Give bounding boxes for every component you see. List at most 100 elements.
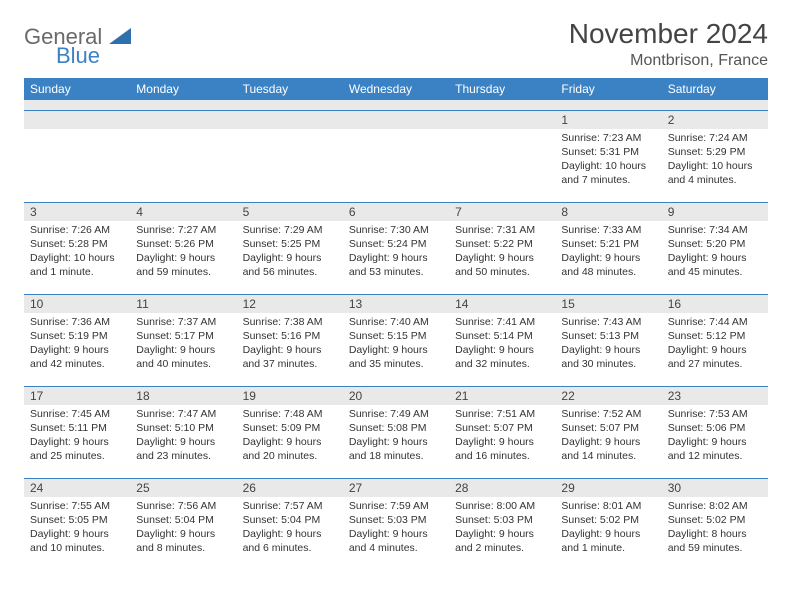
day-number: 28 [449, 479, 555, 497]
day-number: 10 [24, 295, 130, 313]
day-number: 18 [130, 387, 236, 405]
day-header: Sunday [24, 78, 130, 100]
calendar-cell: 15Sunrise: 7:43 AMSunset: 5:13 PMDayligh… [555, 294, 661, 386]
day-details: Sunrise: 7:47 AMSunset: 5:10 PMDaylight:… [130, 405, 236, 468]
day-details: Sunrise: 7:31 AMSunset: 5:22 PMDaylight:… [449, 221, 555, 284]
day-details: Sunrise: 7:55 AMSunset: 5:05 PMDaylight:… [24, 497, 130, 560]
calendar-cell [237, 110, 343, 202]
day-details: Sunrise: 7:59 AMSunset: 5:03 PMDaylight:… [343, 497, 449, 560]
day-header: Tuesday [237, 78, 343, 100]
calendar-cell: 21Sunrise: 7:51 AMSunset: 5:07 PMDayligh… [449, 386, 555, 478]
day-number: 6 [343, 203, 449, 221]
day-details: Sunrise: 7:53 AMSunset: 5:06 PMDaylight:… [662, 405, 768, 468]
day-details: Sunrise: 7:23 AMSunset: 5:31 PMDaylight:… [555, 129, 661, 192]
day-details: Sunrise: 7:30 AMSunset: 5:24 PMDaylight:… [343, 221, 449, 284]
day-number: 19 [237, 387, 343, 405]
day-number: 13 [343, 295, 449, 313]
day-details: Sunrise: 7:51 AMSunset: 5:07 PMDaylight:… [449, 405, 555, 468]
calendar-cell: 30Sunrise: 8:02 AMSunset: 5:02 PMDayligh… [662, 478, 768, 570]
day-details: Sunrise: 7:37 AMSunset: 5:17 PMDaylight:… [130, 313, 236, 376]
day-number: 24 [24, 479, 130, 497]
day-number: 9 [662, 203, 768, 221]
day-details: Sunrise: 7:45 AMSunset: 5:11 PMDaylight:… [24, 405, 130, 468]
calendar-cell: 13Sunrise: 7:40 AMSunset: 5:15 PMDayligh… [343, 294, 449, 386]
calendar-cell: 17Sunrise: 7:45 AMSunset: 5:11 PMDayligh… [24, 386, 130, 478]
calendar-cell: 27Sunrise: 7:59 AMSunset: 5:03 PMDayligh… [343, 478, 449, 570]
calendar-week: 10Sunrise: 7:36 AMSunset: 5:19 PMDayligh… [24, 294, 768, 386]
day-number: 3 [24, 203, 130, 221]
day-number: 21 [449, 387, 555, 405]
calendar-cell: 20Sunrise: 7:49 AMSunset: 5:08 PMDayligh… [343, 386, 449, 478]
day-details: Sunrise: 7:44 AMSunset: 5:12 PMDaylight:… [662, 313, 768, 376]
day-details: Sunrise: 7:26 AMSunset: 5:28 PMDaylight:… [24, 221, 130, 284]
calendar-cell: 8Sunrise: 7:33 AMSunset: 5:21 PMDaylight… [555, 202, 661, 294]
day-number: 5 [237, 203, 343, 221]
calendar-cell: 6Sunrise: 7:30 AMSunset: 5:24 PMDaylight… [343, 202, 449, 294]
day-number: 11 [130, 295, 236, 313]
day-details: Sunrise: 7:48 AMSunset: 5:09 PMDaylight:… [237, 405, 343, 468]
day-details: Sunrise: 7:49 AMSunset: 5:08 PMDaylight:… [343, 405, 449, 468]
calendar-cell: 3Sunrise: 7:26 AMSunset: 5:28 PMDaylight… [24, 202, 130, 294]
month-title: November 2024 [569, 18, 768, 50]
day-details: Sunrise: 7:27 AMSunset: 5:26 PMDaylight:… [130, 221, 236, 284]
day-header: Monday [130, 78, 236, 100]
day-number: 2 [662, 111, 768, 129]
calendar-cell: 2Sunrise: 7:24 AMSunset: 5:29 PMDaylight… [662, 110, 768, 202]
day-details: Sunrise: 8:00 AMSunset: 5:03 PMDaylight:… [449, 497, 555, 560]
calendar-cell: 24Sunrise: 7:55 AMSunset: 5:05 PMDayligh… [24, 478, 130, 570]
calendar-week: 3Sunrise: 7:26 AMSunset: 5:28 PMDaylight… [24, 202, 768, 294]
day-details: Sunrise: 7:43 AMSunset: 5:13 PMDaylight:… [555, 313, 661, 376]
day-number: 14 [449, 295, 555, 313]
calendar-cell [24, 110, 130, 202]
calendar-cell: 29Sunrise: 8:01 AMSunset: 5:02 PMDayligh… [555, 478, 661, 570]
empty-day-band [449, 111, 555, 129]
day-details: Sunrise: 7:56 AMSunset: 5:04 PMDaylight:… [130, 497, 236, 560]
day-number: 30 [662, 479, 768, 497]
calendar-cell: 18Sunrise: 7:47 AMSunset: 5:10 PMDayligh… [130, 386, 236, 478]
day-number: 26 [237, 479, 343, 497]
calendar-cell: 10Sunrise: 7:36 AMSunset: 5:19 PMDayligh… [24, 294, 130, 386]
calendar-cell [130, 110, 236, 202]
day-details: Sunrise: 7:24 AMSunset: 5:29 PMDaylight:… [662, 129, 768, 192]
calendar-cell: 1Sunrise: 7:23 AMSunset: 5:31 PMDaylight… [555, 110, 661, 202]
empty-day-band [24, 111, 130, 129]
day-number: 7 [449, 203, 555, 221]
empty-day-band [237, 111, 343, 129]
day-number: 12 [237, 295, 343, 313]
day-number: 1 [555, 111, 661, 129]
day-number: 16 [662, 295, 768, 313]
page-header: General Blue November 2024 Montbrison, F… [24, 18, 768, 70]
calendar-cell: 14Sunrise: 7:41 AMSunset: 5:14 PMDayligh… [449, 294, 555, 386]
day-number: 17 [24, 387, 130, 405]
day-details: Sunrise: 7:33 AMSunset: 5:21 PMDaylight:… [555, 221, 661, 284]
day-details: Sunrise: 7:29 AMSunset: 5:25 PMDaylight:… [237, 221, 343, 284]
calendar-cell: 11Sunrise: 7:37 AMSunset: 5:17 PMDayligh… [130, 294, 236, 386]
calendar-cell: 19Sunrise: 7:48 AMSunset: 5:09 PMDayligh… [237, 386, 343, 478]
day-number: 20 [343, 387, 449, 405]
day-details: Sunrise: 7:40 AMSunset: 5:15 PMDaylight:… [343, 313, 449, 376]
calendar-cell: 9Sunrise: 7:34 AMSunset: 5:20 PMDaylight… [662, 202, 768, 294]
calendar-cell: 5Sunrise: 7:29 AMSunset: 5:25 PMDaylight… [237, 202, 343, 294]
day-details: Sunrise: 7:38 AMSunset: 5:16 PMDaylight:… [237, 313, 343, 376]
calendar-cell: 7Sunrise: 7:31 AMSunset: 5:22 PMDaylight… [449, 202, 555, 294]
calendar-week: 24Sunrise: 7:55 AMSunset: 5:05 PMDayligh… [24, 478, 768, 570]
spacer-row [24, 100, 768, 110]
logo-triangle-icon [109, 28, 131, 49]
calendar-cell: 12Sunrise: 7:38 AMSunset: 5:16 PMDayligh… [237, 294, 343, 386]
calendar-table: SundayMondayTuesdayWednesdayThursdayFrid… [24, 78, 768, 570]
calendar-cell: 26Sunrise: 7:57 AMSunset: 5:04 PMDayligh… [237, 478, 343, 570]
calendar-week: 1Sunrise: 7:23 AMSunset: 5:31 PMDaylight… [24, 110, 768, 202]
day-details: Sunrise: 7:36 AMSunset: 5:19 PMDaylight:… [24, 313, 130, 376]
calendar-cell: 4Sunrise: 7:27 AMSunset: 5:26 PMDaylight… [130, 202, 236, 294]
day-header: Thursday [449, 78, 555, 100]
day-number: 8 [555, 203, 661, 221]
day-details: Sunrise: 7:34 AMSunset: 5:20 PMDaylight:… [662, 221, 768, 284]
day-header: Wednesday [343, 78, 449, 100]
calendar-cell: 23Sunrise: 7:53 AMSunset: 5:06 PMDayligh… [662, 386, 768, 478]
day-header: Friday [555, 78, 661, 100]
day-details: Sunrise: 7:57 AMSunset: 5:04 PMDaylight:… [237, 497, 343, 560]
calendar-cell: 22Sunrise: 7:52 AMSunset: 5:07 PMDayligh… [555, 386, 661, 478]
day-number: 4 [130, 203, 236, 221]
day-number: 27 [343, 479, 449, 497]
empty-day-band [343, 111, 449, 129]
